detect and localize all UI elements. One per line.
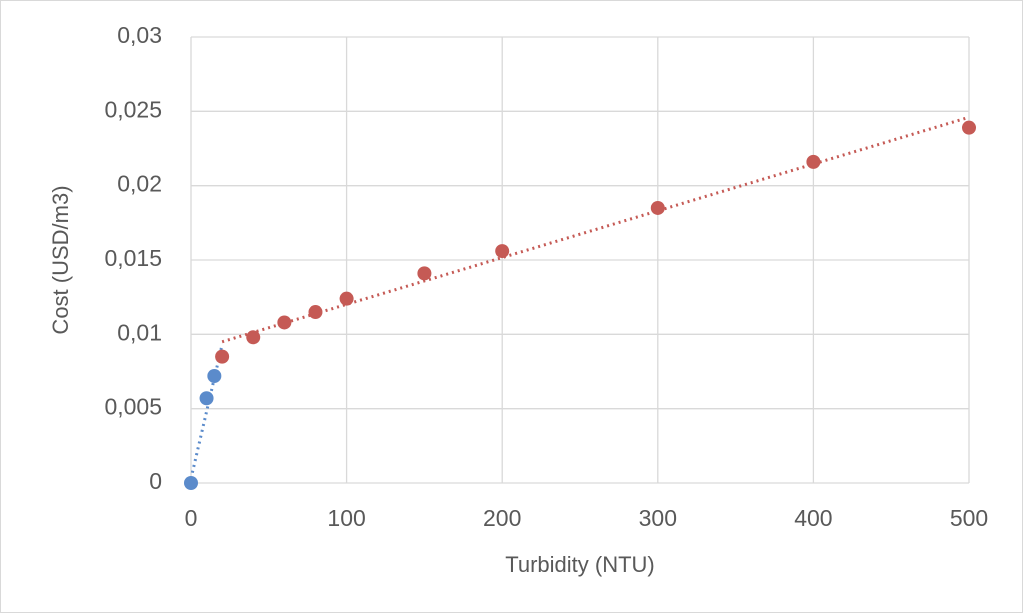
trendline xyxy=(221,115,970,344)
x-tick-label: 400 xyxy=(794,505,832,531)
data-point xyxy=(207,368,222,383)
y-tick-label: 0,005 xyxy=(104,394,162,420)
x-tick-label: 0 xyxy=(185,505,198,531)
data-point xyxy=(339,291,354,306)
data-point xyxy=(277,315,292,330)
data-point xyxy=(417,266,432,281)
data-point xyxy=(806,154,821,169)
x-tick-label: 300 xyxy=(639,505,677,531)
y-tick-label: 0,01 xyxy=(117,319,162,345)
data-point xyxy=(199,391,214,406)
y-tick-label: 0,03 xyxy=(117,22,162,48)
data-point xyxy=(308,305,323,320)
x-axis-title: Turbidity (NTU) xyxy=(505,552,655,577)
data-point xyxy=(650,200,665,215)
x-tick-label: 200 xyxy=(483,505,521,531)
trendline xyxy=(189,344,224,479)
data-point xyxy=(184,476,198,490)
data-point xyxy=(962,120,976,135)
x-tick-label: 100 xyxy=(327,505,365,531)
y-tick-label: 0 xyxy=(149,468,162,494)
x-tick-label: 500 xyxy=(950,505,988,531)
data-point xyxy=(215,349,230,364)
y-tick-label: 0,02 xyxy=(117,171,162,197)
y-tick-label: 0,025 xyxy=(104,96,162,122)
data-point xyxy=(495,244,510,259)
y-tick-label: 0,015 xyxy=(104,245,162,271)
data-point xyxy=(246,330,261,345)
y-axis-title: Cost (USD/m3) xyxy=(48,185,73,334)
